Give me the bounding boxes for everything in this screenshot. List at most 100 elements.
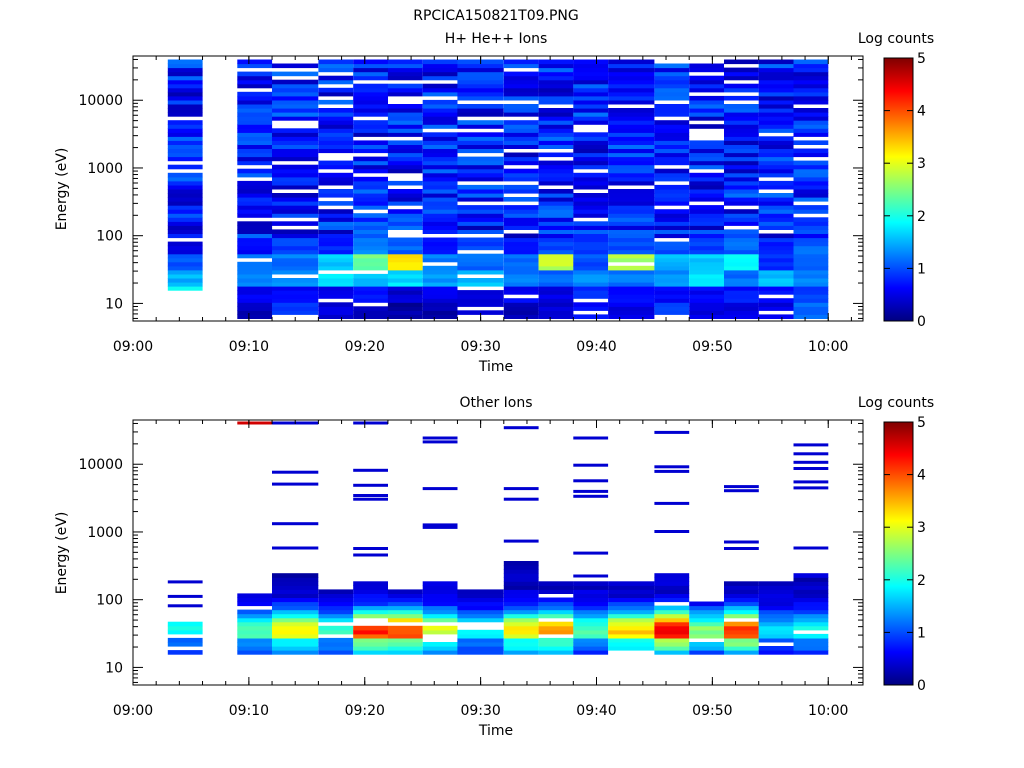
heatmap-cell	[724, 71, 759, 77]
heatmap-cell	[654, 269, 690, 275]
heatmap-cell	[758, 75, 794, 81]
heatmap-cell	[457, 136, 504, 141]
heatmap-cell	[608, 67, 655, 73]
heatmap-cell	[318, 306, 354, 311]
heatmap-cell	[318, 213, 354, 218]
heatmap-cell	[387, 642, 423, 647]
heatmap-cell	[538, 71, 574, 77]
heatmap-cell	[793, 120, 829, 125]
heatmap-cell	[457, 209, 504, 214]
heatmap-cell	[724, 87, 759, 93]
heatmap-cell	[272, 601, 319, 607]
heatmap-cell	[538, 108, 574, 113]
heatmap-cell	[503, 565, 539, 570]
heatmap-cell	[457, 637, 504, 643]
heatmap-cell	[167, 213, 203, 218]
heatmap-cell	[724, 140, 759, 145]
heatmap-cell	[758, 613, 794, 619]
heatmap-cell	[654, 265, 690, 271]
heatmap-cell	[422, 156, 458, 162]
heatmap-cell	[387, 286, 423, 291]
heatmap-cell	[272, 605, 319, 611]
heatmap-cell	[353, 249, 388, 255]
heatmap-cell	[167, 152, 203, 158]
heatmap-cell	[503, 298, 539, 303]
heatmap-cell	[758, 124, 794, 129]
heatmap-cell	[167, 629, 203, 635]
heatmap-cell	[689, 290, 724, 295]
heatmap-cell	[608, 257, 655, 263]
heatmap-cell	[793, 217, 829, 222]
heatmap-cell	[353, 63, 388, 69]
heatmap-cell	[538, 613, 574, 619]
heatmap-cell	[387, 629, 423, 635]
heatmap-cell	[608, 314, 655, 319]
heatmap-cell	[608, 120, 655, 125]
heatmap-cell	[353, 71, 388, 77]
heatmap-cell	[272, 245, 319, 251]
heatmap-cell	[724, 605, 759, 611]
energy-line	[272, 482, 319, 486]
heatmap-cell	[608, 164, 655, 170]
heatmap-cell	[758, 269, 794, 275]
heatmap-cell	[724, 302, 759, 307]
heatmap-cell	[654, 83, 690, 89]
heatmap-cell	[387, 87, 423, 93]
heatmap-cell	[758, 621, 794, 627]
heatmap-cell	[387, 302, 423, 307]
heatmap-cell	[457, 221, 504, 226]
heatmap-cell	[793, 597, 829, 603]
heatmap-cell	[654, 589, 690, 594]
x-tick-label: 09:40	[576, 703, 616, 719]
heatmap-cell	[793, 314, 829, 319]
heatmap-cell	[538, 650, 574, 655]
heatmap-cell	[272, 253, 319, 259]
heatmap-cell	[758, 286, 794, 291]
heatmap-cell	[422, 209, 458, 214]
heatmap-cell	[422, 314, 458, 319]
heatmap-cell	[608, 302, 655, 307]
energy-line	[573, 436, 609, 440]
heatmap-cell	[654, 581, 690, 586]
heatmap-cell	[272, 625, 319, 631]
heatmap-cell	[272, 237, 319, 243]
heatmap-cell	[353, 245, 388, 251]
heatmap-cell	[758, 144, 794, 149]
heatmap-cell	[758, 152, 794, 158]
heatmap-cell	[724, 241, 759, 247]
heatmap-cell	[457, 245, 504, 251]
heatmap-cell	[237, 184, 273, 190]
heatmap-cell	[793, 286, 829, 291]
heatmap-cell	[793, 650, 829, 655]
heatmap-cell	[353, 294, 388, 299]
heatmap-cell	[422, 91, 458, 97]
heatmap-cell	[353, 91, 388, 97]
heatmap-cell	[237, 269, 273, 275]
heatmap-cells	[167, 421, 829, 655]
heatmap-cell	[689, 625, 724, 631]
heatmap-cell	[272, 233, 319, 239]
heatmap-cell	[689, 104, 724, 109]
heatmap-cell	[724, 132, 759, 137]
heatmap-cell	[758, 217, 794, 222]
heatmap-cell	[608, 597, 655, 603]
heatmap-cell	[387, 637, 423, 643]
y-axis: 10 100 1000 10000	[78, 58, 863, 319]
y-axis-label: Energy (eV)	[54, 148, 70, 231]
heatmap-cell	[654, 176, 690, 182]
heatmap-cell	[573, 180, 609, 186]
x-tick-label: 09:00	[113, 703, 153, 719]
heatmap-cell	[272, 310, 319, 315]
heatmap-cell	[167, 278, 203, 283]
heatmap-cell	[538, 128, 574, 133]
energy-line	[422, 523, 458, 527]
energy-line	[793, 452, 829, 456]
heatmap-cell	[387, 120, 423, 125]
colorbar-tick-label: 0	[917, 678, 926, 694]
heatmap-cell	[758, 148, 794, 154]
heatmap-cell	[573, 601, 609, 607]
heatmap-cell	[758, 273, 794, 279]
heatmap-cell	[387, 646, 423, 651]
heatmap-cells	[167, 59, 829, 319]
heatmap-cell	[758, 87, 794, 93]
